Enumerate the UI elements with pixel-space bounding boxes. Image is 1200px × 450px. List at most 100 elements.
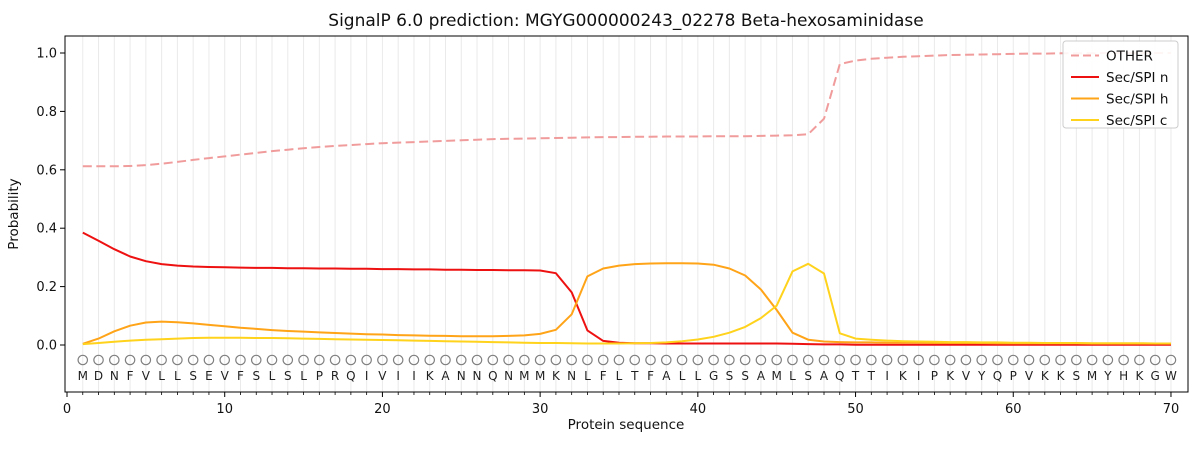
residue-letter: I — [917, 369, 921, 383]
residue-circle — [992, 354, 1003, 366]
residue-letter: F — [647, 369, 654, 383]
residue-circle — [93, 354, 104, 366]
residue-circle — [850, 354, 861, 366]
residue-circle — [676, 354, 688, 366]
residue-letter: Q — [346, 369, 355, 383]
x-tick-label: 10 — [216, 402, 233, 417]
x-tick-label: 20 — [374, 402, 391, 417]
residue-circle — [219, 354, 231, 366]
x-tick-label: 70 — [1163, 402, 1180, 417]
legend: OTHER Sec/SPI n Sec/SPI h Sec/SPI c — [1062, 40, 1179, 129]
residue-circle — [156, 354, 167, 366]
residue-circle — [250, 354, 262, 366]
residue-circle — [660, 354, 672, 366]
residue-circle — [960, 354, 972, 366]
residue-letter: I — [365, 369, 369, 383]
residue-circle — [802, 354, 814, 366]
residue-circle — [1039, 354, 1051, 366]
residue-circle — [1055, 354, 1066, 366]
curve-other — [82, 52, 1171, 168]
residue-letter: V — [142, 369, 151, 383]
residue-letter: L — [158, 369, 165, 383]
residue-letter: A — [662, 369, 671, 383]
residue-letter: K — [899, 369, 908, 383]
legend-label-sec-spi-n: Sec/SPI n — [1106, 70, 1168, 86]
residue-circle — [172, 354, 183, 366]
residue-circle — [944, 354, 956, 366]
x-tick-label: 40 — [690, 402, 707, 417]
residue-letter: L — [269, 369, 276, 383]
residue-circle — [787, 354, 798, 366]
residue-letter: N — [473, 369, 482, 383]
residue-circle — [1023, 354, 1035, 366]
residue-letter: K — [946, 369, 955, 383]
residue-circle — [1134, 354, 1145, 366]
residue-letter: Q — [488, 369, 497, 383]
residue-letter: S — [804, 369, 812, 383]
residue-circle — [282, 354, 294, 366]
y-tick-label: 0.8 — [36, 105, 57, 120]
probability-curves — [82, 52, 1171, 346]
chart-title: SignalP 6.0 prediction: MGYG000000243_02… — [328, 11, 923, 31]
residue-letter: H — [1119, 369, 1128, 383]
gridlines — [82, 36, 1172, 392]
residue-letter: W — [1165, 369, 1177, 383]
residue-circle — [739, 354, 751, 366]
residue-letter: K — [552, 369, 561, 383]
residue-letter: F — [600, 369, 607, 383]
axes: 0 10 20 30 40 50 60 70 0.0 0.2 0.4 0.6 0.8 1.0 — [36, 35, 1189, 417]
y-tick-label: 0.2 — [36, 280, 57, 295]
residue-circle — [566, 354, 577, 366]
residue-circle — [929, 354, 940, 366]
residue-circle — [298, 354, 309, 366]
residue-letter: L — [789, 369, 796, 383]
residue-letter: R — [331, 369, 339, 383]
residue-letter: S — [189, 369, 197, 383]
residue-letter: A — [441, 369, 450, 383]
y-tick-label: 1.0 — [36, 47, 57, 62]
residue-letter: A — [820, 369, 829, 383]
residue-letter: M — [519, 369, 529, 383]
residue-letter: K — [1057, 369, 1066, 383]
residue-circle — [392, 354, 404, 366]
legend-box — [1062, 40, 1179, 129]
residue-circle — [455, 354, 467, 366]
residue-circle — [1086, 354, 1098, 366]
residue-circle — [471, 354, 483, 366]
residue-letter: V — [1025, 369, 1034, 383]
residue-circle — [1007, 354, 1019, 366]
residue-circle — [550, 354, 562, 366]
residue-circle — [724, 354, 735, 366]
residue-circle — [1149, 354, 1161, 366]
x-tick-label: 0 — [63, 402, 71, 417]
residue-letter: K — [426, 369, 435, 383]
residue-circle — [1165, 354, 1177, 366]
residue-circle — [1071, 354, 1082, 366]
residue-letter: G — [709, 369, 718, 383]
residue-circle — [1102, 354, 1114, 366]
residue-letter: V — [378, 369, 387, 383]
residue-letter: K — [1135, 369, 1144, 383]
residue-letter: L — [679, 369, 686, 383]
residue-circle — [645, 354, 656, 366]
residue-letter: N — [504, 369, 513, 383]
y-tick-label: 0.4 — [36, 222, 57, 237]
residue-circle — [613, 354, 625, 366]
residue-circle — [187, 354, 199, 366]
residue-circle — [534, 354, 546, 366]
residue-letter: Q — [993, 369, 1002, 383]
y-tick-label: 0.6 — [36, 163, 57, 178]
curve-sec-spi-c — [82, 262, 1171, 346]
residue-circle — [235, 354, 246, 366]
residue-letter: M — [535, 369, 545, 383]
residue-circle — [377, 354, 388, 366]
residue-circle — [109, 354, 120, 366]
residue-letter: A — [757, 369, 766, 383]
residue-letter: S — [1073, 369, 1081, 383]
x-tick-label: 60 — [1005, 402, 1022, 417]
residue-letter: D — [94, 369, 103, 383]
residue-letter: P — [316, 369, 323, 383]
residue-letter: L — [694, 369, 701, 383]
y-tick-label: 0.0 — [36, 339, 57, 354]
